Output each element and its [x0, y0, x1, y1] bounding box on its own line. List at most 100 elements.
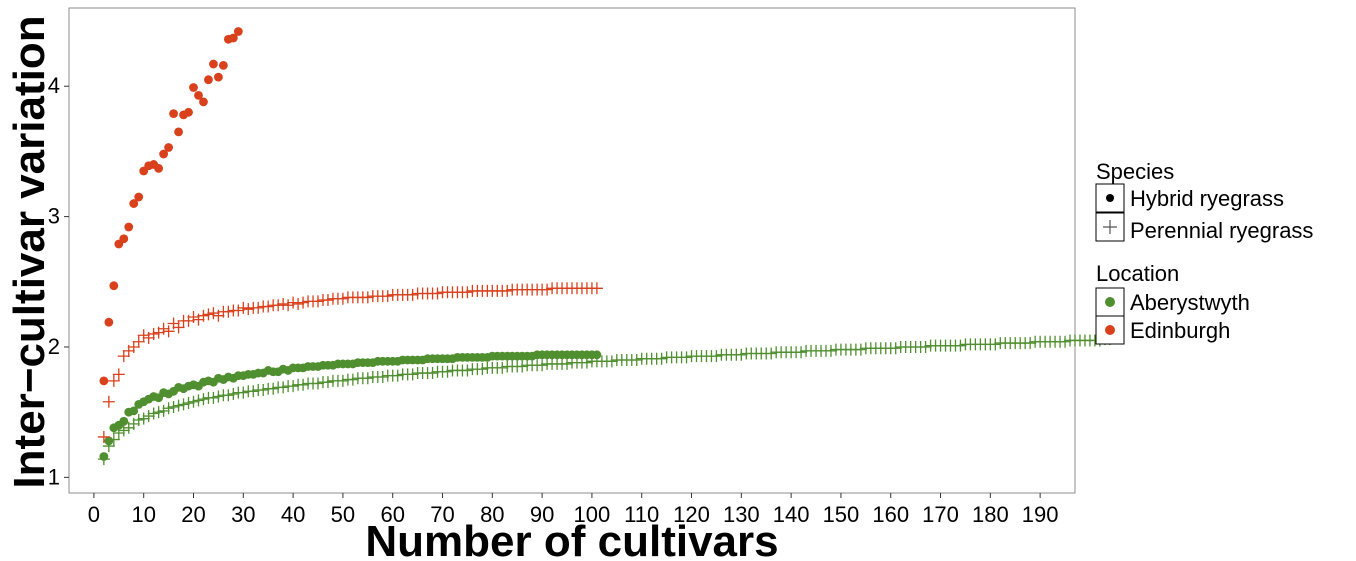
- data-point: [277, 297, 290, 310]
- data-point: [765, 347, 778, 360]
- x-tick-label: 40: [281, 502, 305, 527]
- data-point: [99, 376, 109, 386]
- data-point: [209, 59, 218, 69]
- data-point: [102, 395, 115, 408]
- data-point: [97, 430, 110, 443]
- legend: Species Hybrid ryegrass Perennial ryegra…: [1095, 159, 1313, 345]
- data-point: [242, 303, 255, 316]
- data-point: [159, 149, 169, 159]
- data-point: [461, 286, 474, 299]
- data-point: [541, 283, 554, 296]
- data-point: [590, 282, 603, 295]
- data-points: [97, 27, 1116, 466]
- data-point: [184, 107, 193, 117]
- data-point: [199, 97, 208, 107]
- x-axis: 0 10 20 30 40 50 60 70 80 90 100 110 120 130 140 150 160…: [88, 493, 1059, 527]
- data-point: [157, 322, 170, 335]
- data-point: [361, 372, 374, 385]
- data-point: [197, 393, 210, 406]
- x-tick-label: 80: [480, 502, 504, 527]
- data-point: [107, 374, 120, 387]
- legend-key-hybrid: [1095, 183, 1125, 213]
- data-point: [187, 310, 200, 323]
- data-point: [192, 394, 205, 407]
- data-point: [710, 350, 723, 363]
- x-tick-label: 20: [181, 502, 205, 527]
- data-point: [172, 399, 185, 412]
- data-point: [174, 127, 183, 137]
- data-point: [630, 354, 643, 367]
- data-point: [119, 416, 129, 426]
- y-axis: 1 2 3 4: [48, 73, 69, 489]
- data-point: [197, 309, 210, 322]
- data-point: [312, 295, 325, 308]
- data-point: [680, 351, 693, 364]
- data-point: [561, 357, 574, 370]
- data-point: [182, 397, 195, 410]
- data-point: [169, 109, 178, 119]
- data-point: [346, 373, 359, 386]
- data-point: [152, 406, 165, 419]
- x-tick-label: 190: [1022, 502, 1059, 527]
- data-point: [321, 294, 334, 307]
- data-point: [257, 384, 270, 397]
- x-tick-label: 100: [574, 502, 611, 527]
- x-axis-title: Number of cultivars: [365, 517, 778, 561]
- data-point: [1059, 335, 1072, 348]
- data-point: [142, 410, 155, 423]
- legend-key-edinburgh: [1095, 315, 1125, 345]
- x-tick-label: 160: [872, 502, 909, 527]
- y-tick-label: 2: [48, 334, 60, 359]
- data-point: [655, 352, 668, 365]
- data-point: [376, 370, 389, 383]
- legend-key-perennial: [1095, 212, 1125, 242]
- y-tick-label: 4: [48, 73, 60, 98]
- data-point: [232, 304, 245, 317]
- data-point: [496, 361, 509, 374]
- data-point: [117, 424, 130, 437]
- data-point: [119, 234, 129, 244]
- data-point: [252, 301, 265, 314]
- data-point: [476, 363, 489, 376]
- legend-label-aberystwyth: Aberystwyth: [1130, 290, 1250, 315]
- x-tick-label: 10: [131, 502, 155, 527]
- x-tick-label: 90: [530, 502, 554, 527]
- data-point: [277, 381, 290, 394]
- data-point: [132, 413, 145, 426]
- x-tick-label: 150: [823, 502, 860, 527]
- data-point: [312, 377, 325, 390]
- data-point: [147, 327, 160, 340]
- data-point: [361, 291, 374, 304]
- data-point: [516, 360, 529, 373]
- data-point: [824, 344, 837, 357]
- data-point: [129, 199, 139, 208]
- data-point: [222, 305, 235, 318]
- data-point: [406, 368, 419, 381]
- data-point: [117, 350, 130, 363]
- data-point: [228, 33, 238, 43]
- x-tick-label: 130: [723, 502, 760, 527]
- data-point: [287, 380, 300, 393]
- data-point: [207, 307, 220, 320]
- data-point: [406, 288, 419, 301]
- data-point: [297, 296, 310, 309]
- data-point: [461, 364, 474, 377]
- data-point: [321, 376, 334, 389]
- data-point: [536, 359, 549, 372]
- data-point: [132, 335, 145, 348]
- data-point: [104, 317, 114, 327]
- y-tick-label: 3: [48, 204, 60, 229]
- data-point: [247, 385, 260, 398]
- data-point: [605, 355, 618, 368]
- data-point: [154, 163, 164, 173]
- legend-key-aberystwyth: [1095, 287, 1125, 317]
- data-point: [137, 329, 150, 342]
- data-point: [919, 340, 932, 353]
- x-tick-label: 0: [88, 502, 100, 527]
- x-tick-label: 30: [231, 502, 255, 527]
- legend-label-perennial: Perennial ryegrass: [1130, 218, 1313, 243]
- data-point: [162, 402, 175, 415]
- data-point: [134, 192, 144, 202]
- data-point: [218, 60, 228, 70]
